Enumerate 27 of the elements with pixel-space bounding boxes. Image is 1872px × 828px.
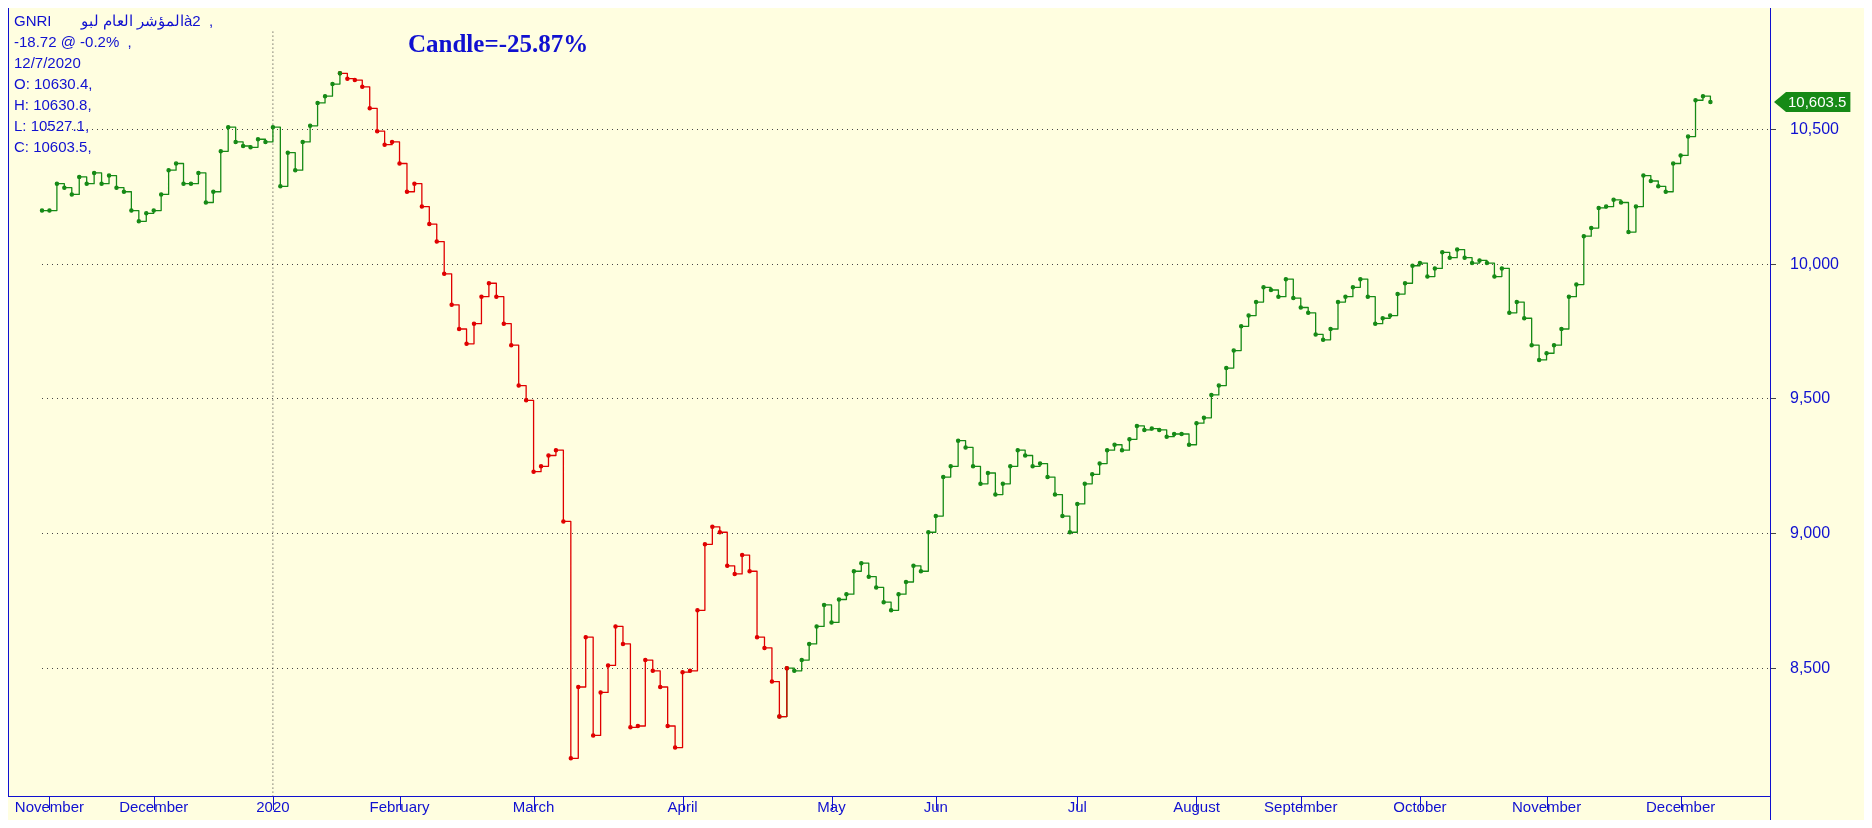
- x-tick-label: Jun: [923, 798, 948, 816]
- x-tick-label: November: [1511, 798, 1582, 816]
- x-tick-label: September: [1264, 798, 1338, 816]
- annotation: 12/7/2020: [14, 53, 82, 73]
- annotation: H: 10630.8,: [14, 95, 93, 115]
- x-tick-label: April: [667, 798, 698, 816]
- y-tick-label: 9,500: [1790, 389, 1831, 407]
- annotation: O: 10630.4,: [14, 74, 94, 94]
- y-tick-label: 10,000: [1790, 254, 1840, 272]
- x-tick-label: November: [14, 798, 85, 816]
- annotation: -18.72 @ -0.2% ,: [14, 32, 133, 52]
- text: GNRI المؤشر العام لبوà2 ,: [14, 11, 214, 31]
- annotation: C: 10603.5,: [14, 137, 93, 157]
- y-tick-label: 8,500: [1790, 658, 1831, 676]
- x-tick-label: December: [1646, 798, 1716, 816]
- x-tick-label: February: [369, 798, 431, 816]
- annotation: Candle=-25.87%: [408, 30, 589, 58]
- x-tick-label: May: [817, 798, 847, 816]
- y-tick-label: 10,500: [1790, 120, 1840, 138]
- x-tick-label: August: [1173, 798, 1221, 816]
- annotation: L: 10527.1,: [14, 116, 91, 136]
- x-tick-label: October: [1393, 798, 1447, 816]
- x-tick-label: March: [512, 798, 555, 816]
- y-tick-label: 9,000: [1790, 523, 1831, 541]
- x-tick-label: December: [119, 798, 189, 816]
- x-tick-label: 2020: [256, 798, 290, 816]
- text: 10,603.5: [1788, 93, 1847, 111]
